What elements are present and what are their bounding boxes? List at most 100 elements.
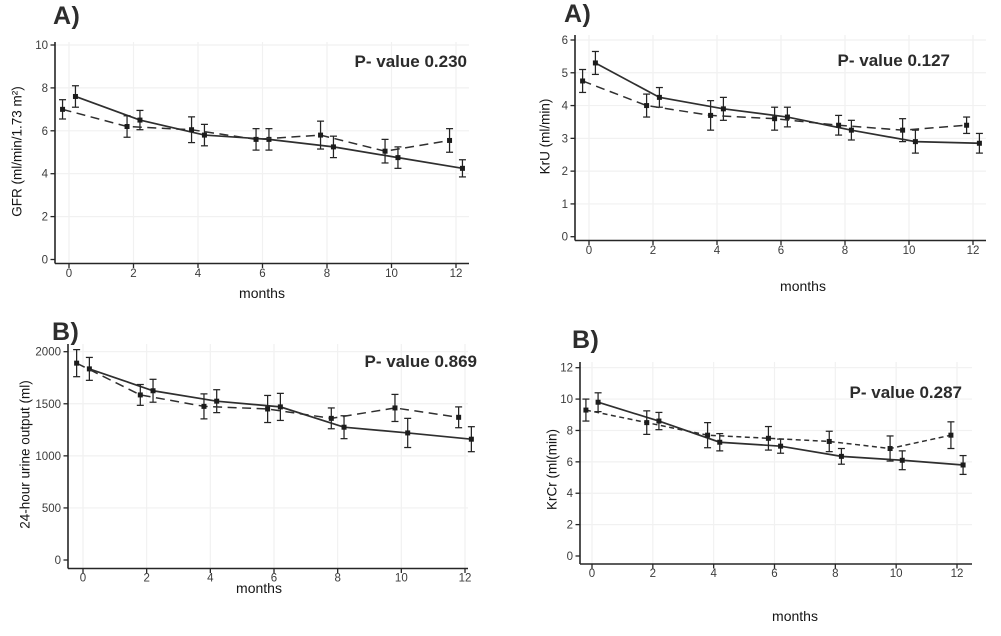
data-point-marker xyxy=(137,117,143,123)
plot-gfr: 0 2 4 6 8 10 12 0 2 4 6 8 10 xyxy=(35,40,469,280)
data-point-marker xyxy=(826,438,832,444)
x-tick-label: 12 xyxy=(951,568,964,580)
data-point-marker xyxy=(720,106,726,112)
data-point-marker xyxy=(330,144,336,150)
y-tick-label: 5 xyxy=(562,68,568,80)
gridlines xyxy=(580,362,972,564)
data-point-marker xyxy=(592,60,598,66)
data-point-marker xyxy=(976,140,982,146)
data-point-marker xyxy=(848,127,854,133)
data-point-marker xyxy=(137,392,143,398)
plot-krcr: 0 2 4 6 8 10 12 0 2 4 6 8 10 12 xyxy=(560,362,972,580)
data-point-marker xyxy=(405,430,411,436)
y-tick-label: 2000 xyxy=(35,347,61,359)
x-tick-label: 4 xyxy=(710,568,717,580)
data-point-marker xyxy=(328,415,334,421)
x-tick-label: 0 xyxy=(66,268,72,280)
x-tick-label: 0 xyxy=(589,568,595,580)
x-axis-title: months xyxy=(772,608,818,624)
data-point-marker xyxy=(201,403,207,409)
data-point-marker xyxy=(189,127,195,133)
data-point-marker xyxy=(382,148,388,154)
series-urine-output-dashed-line-group xyxy=(73,348,463,430)
series-krcr-solid-line-group xyxy=(594,392,967,476)
data-point-marker xyxy=(456,414,462,420)
gridlines xyxy=(55,42,469,264)
data-point-marker xyxy=(72,93,78,99)
panel-label: A) xyxy=(53,2,81,30)
x-tick-label: 2 xyxy=(130,268,136,280)
data-point-marker xyxy=(964,122,970,128)
y-axis-title: 24-hour urine output (ml) xyxy=(17,380,33,529)
data-point-marker xyxy=(214,398,220,404)
data-point-marker xyxy=(784,114,790,120)
y-tick-label: 2 xyxy=(562,166,568,178)
data-point-marker xyxy=(838,453,844,459)
x-tick-label: 10 xyxy=(395,573,408,585)
x-axis-title: months xyxy=(236,580,282,596)
chart-urine-output: 0 2 4 6 8 10 12 0 500 1000 1500 2000 B) P- value 0.… xyxy=(0,318,500,636)
y-tick-label: 6 xyxy=(567,457,573,469)
x-tick-label: 2 xyxy=(650,245,656,257)
gridlines xyxy=(68,344,468,569)
p-value-annotation: P- value 0.287 xyxy=(849,383,962,402)
data-point-marker xyxy=(765,435,771,441)
data-point-marker xyxy=(912,139,918,145)
x-tick-label: 10 xyxy=(890,568,903,580)
data-point-marker xyxy=(318,132,324,138)
axes: 0 2 4 6 8 10 12 0 2 4 6 8 10 12 xyxy=(560,362,972,580)
series-gfr-solid-line-group xyxy=(71,85,466,178)
data-point-marker xyxy=(656,418,662,424)
data-point-marker xyxy=(772,116,778,122)
x-tick-label: 12 xyxy=(967,245,980,257)
x-axis-title: months xyxy=(239,285,285,301)
series-urine-output-solid-line-group xyxy=(85,356,475,453)
data-point-marker xyxy=(705,432,711,438)
x-tick-label: 12 xyxy=(450,268,463,280)
data-point-marker xyxy=(60,106,66,112)
x-tick-label: 12 xyxy=(459,573,472,585)
y-tick-label: 6 xyxy=(562,35,568,47)
p-value-annotation: P- value 0.230 xyxy=(354,52,467,71)
y-tick-label: 4 xyxy=(562,101,569,113)
panel-label: A) xyxy=(564,0,592,28)
x-tick-label: 2 xyxy=(143,573,149,585)
y-axis-title: KrCr (ml(min) xyxy=(544,429,560,510)
data-point-marker xyxy=(150,388,156,394)
data-point-marker xyxy=(395,155,401,161)
y-tick-label: 0 xyxy=(55,555,61,567)
x-tick-label: 10 xyxy=(903,245,916,257)
axes: 0 2 4 6 8 10 12 0 500 1000 1500 2000 xyxy=(35,344,471,585)
data-point-marker xyxy=(459,165,465,171)
data-point-marker xyxy=(341,424,347,430)
x-tick-label: 8 xyxy=(842,245,848,257)
x-tick-label: 4 xyxy=(714,245,721,257)
p-value-annotation: P- value 0.869 xyxy=(364,352,477,371)
y-tick-label: 8 xyxy=(42,83,48,95)
panel-label: B) xyxy=(52,318,80,346)
y-tick-label: 1500 xyxy=(35,399,61,411)
x-tick-label: 8 xyxy=(324,268,330,280)
x-tick-label: 8 xyxy=(832,568,838,580)
plot-urine-output: 0 2 4 6 8 10 12 0 500 1000 1500 2000 xyxy=(35,344,475,585)
y-tick-label: 2 xyxy=(567,520,573,532)
data-point-marker xyxy=(392,405,398,411)
y-axis-title: GFR (ml/min/1.73 m²) xyxy=(9,86,25,217)
x-tick-label: 6 xyxy=(271,573,277,585)
p-value-annotation: P- value 0.127 xyxy=(837,51,950,70)
data-point-marker xyxy=(124,124,130,130)
series-kru-dashed-line-group xyxy=(579,68,971,143)
data-point-marker xyxy=(899,457,905,463)
y-tick-label: 6 xyxy=(42,126,48,138)
data-point-marker xyxy=(887,446,893,452)
data-point-marker xyxy=(266,136,272,142)
chart-kru: 0 2 4 6 8 10 12 0 1 2 3 4 5 6 A) P- value 0.127 KrU (… xyxy=(500,0,1001,318)
x-tick-label: 4 xyxy=(207,573,214,585)
y-tick-label: 1 xyxy=(562,199,568,211)
data-point-marker xyxy=(644,103,650,109)
y-tick-label: 500 xyxy=(42,503,61,515)
data-point-marker xyxy=(644,420,650,426)
